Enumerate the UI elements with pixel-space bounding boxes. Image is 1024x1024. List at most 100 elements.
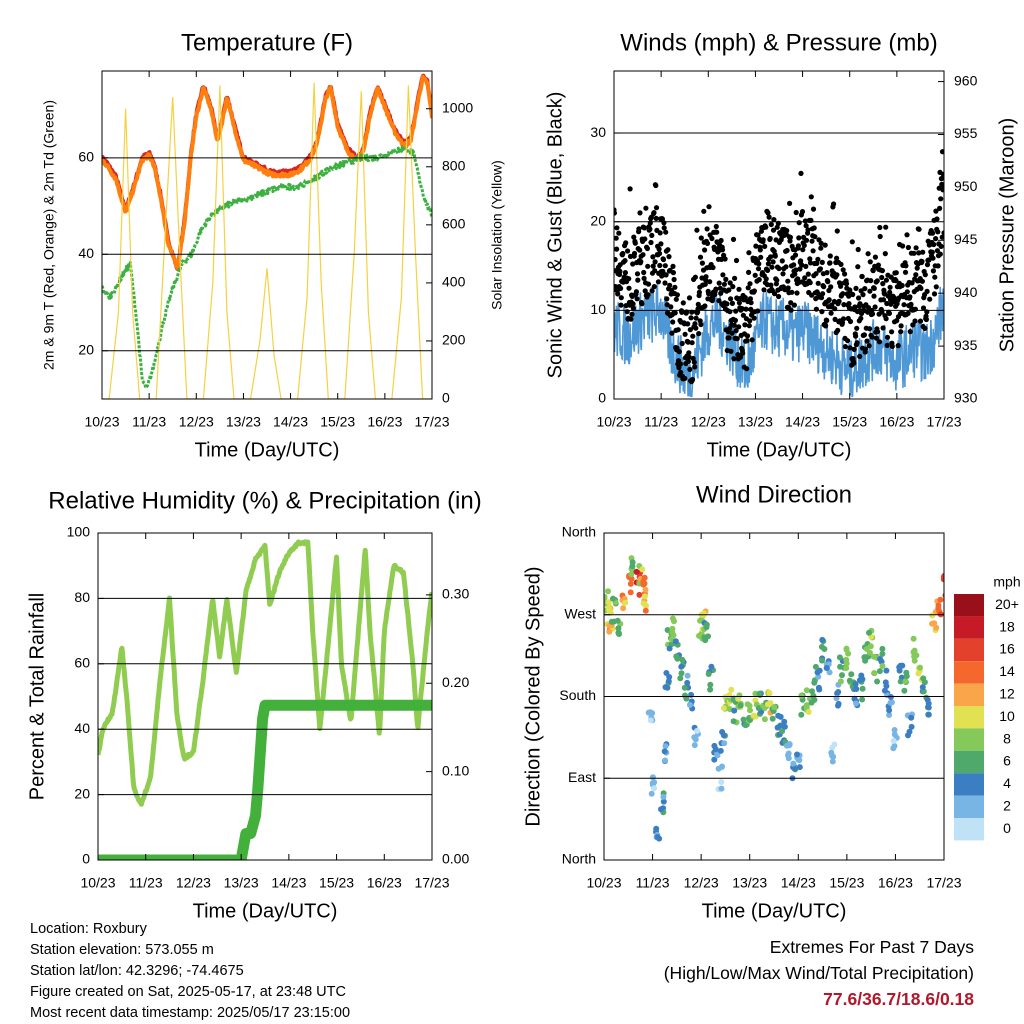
direction-point bbox=[818, 643, 825, 650]
gust-point bbox=[802, 275, 808, 281]
y-tick-label: East bbox=[568, 769, 596, 785]
gust-point bbox=[617, 268, 623, 274]
plot-area bbox=[98, 539, 432, 860]
gust-point bbox=[733, 328, 739, 334]
direction-point bbox=[718, 785, 725, 792]
gust-point bbox=[697, 254, 704, 260]
gust-point bbox=[693, 315, 699, 321]
x-tick-label: 15/23 bbox=[832, 414, 867, 430]
direction-point bbox=[744, 701, 751, 708]
gust-point bbox=[731, 356, 737, 362]
gust-point bbox=[638, 259, 644, 265]
y-axis-label: Direction (Colored By Speed) bbox=[522, 566, 544, 826]
gust-point bbox=[898, 323, 904, 329]
gust-point bbox=[703, 274, 709, 280]
direction-point bbox=[796, 764, 803, 771]
direction-point bbox=[669, 629, 676, 636]
direction-point bbox=[775, 712, 782, 719]
direction-point bbox=[610, 595, 616, 602]
direction-point bbox=[691, 742, 698, 749]
x-tick-label: 17/23 bbox=[926, 414, 961, 430]
gust-point bbox=[658, 241, 664, 247]
y-tick-label: 0 bbox=[82, 851, 90, 867]
x-tick-label: 14/23 bbox=[781, 875, 816, 891]
gust-point bbox=[740, 350, 746, 356]
y-tick-label: 30 bbox=[590, 124, 606, 140]
gust-point bbox=[797, 266, 803, 272]
gust-point bbox=[882, 251, 888, 257]
direction-point bbox=[777, 722, 784, 729]
gust-point bbox=[841, 302, 847, 308]
y2-tick-label: 800 bbox=[442, 157, 466, 173]
gust-point bbox=[769, 264, 775, 270]
gust-point bbox=[652, 259, 658, 265]
direction-point bbox=[781, 723, 788, 730]
colorbar-label: 4 bbox=[1003, 775, 1011, 791]
gust-point bbox=[899, 282, 905, 289]
gust-point bbox=[680, 300, 686, 306]
gust-point bbox=[838, 283, 844, 289]
gust-point bbox=[842, 271, 848, 277]
direction-point bbox=[677, 675, 684, 682]
direction-point bbox=[843, 645, 850, 652]
gust-point bbox=[879, 274, 885, 281]
direction-point bbox=[786, 741, 793, 748]
gust-point bbox=[937, 251, 943, 257]
colorbar-swatch bbox=[954, 818, 984, 841]
colorbar-label: 20+ bbox=[995, 596, 1019, 612]
direction-point bbox=[908, 723, 915, 730]
direction-point bbox=[812, 663, 819, 670]
extremes-values: 77.6/36.7/18.6/0.18 bbox=[823, 989, 974, 1009]
extremes-subtitle: (High/Low/Max Wind/Total Precipitation) bbox=[663, 963, 974, 983]
direction-point bbox=[721, 740, 728, 747]
direction-point bbox=[816, 686, 823, 693]
created-text: Figure created on Sat, 2025-05-17, at 23… bbox=[30, 984, 346, 1000]
gust-point bbox=[796, 235, 802, 241]
gust-point bbox=[912, 318, 918, 324]
direction-point bbox=[906, 728, 913, 735]
gust-point bbox=[864, 338, 870, 344]
gust-point bbox=[800, 247, 806, 253]
gust-point bbox=[639, 301, 645, 307]
gust-point bbox=[900, 243, 906, 249]
direction-point bbox=[715, 765, 722, 772]
gust-point bbox=[734, 336, 740, 342]
gust-point bbox=[633, 289, 640, 295]
direction-point bbox=[883, 683, 890, 689]
gust-point bbox=[751, 315, 757, 321]
direction-point bbox=[642, 586, 649, 593]
direction-point bbox=[798, 692, 805, 699]
y2-tick-label: 935 bbox=[954, 337, 978, 353]
y2-tick-label: 930 bbox=[954, 390, 978, 406]
gust-point bbox=[678, 369, 684, 375]
direction-point bbox=[921, 679, 928, 686]
gust-point bbox=[818, 295, 825, 301]
gust-point bbox=[642, 288, 648, 294]
direction-point bbox=[816, 667, 823, 674]
direction-point bbox=[636, 591, 643, 598]
gust-point bbox=[853, 333, 859, 339]
gust-point bbox=[731, 322, 737, 328]
gust-point bbox=[641, 269, 647, 276]
direction-point bbox=[910, 635, 917, 642]
direction-point bbox=[660, 793, 667, 800]
gust-point bbox=[874, 278, 880, 284]
gust-point bbox=[677, 361, 684, 367]
gust-point bbox=[748, 300, 754, 306]
gust-point bbox=[889, 329, 895, 335]
direction-point bbox=[798, 711, 805, 718]
gust-point bbox=[784, 228, 790, 234]
direction-point bbox=[879, 663, 886, 669]
gust-point bbox=[762, 243, 768, 249]
y2-tick-label: 0.20 bbox=[442, 674, 469, 690]
gust-point bbox=[652, 268, 658, 274]
gust-point bbox=[884, 342, 890, 348]
gust-point bbox=[866, 343, 872, 349]
direction-point bbox=[795, 756, 802, 763]
gust-point bbox=[870, 268, 876, 274]
x-tick-label: 13/23 bbox=[732, 875, 767, 891]
gust-point bbox=[798, 170, 804, 176]
gust-point bbox=[933, 284, 939, 290]
gust-point bbox=[733, 308, 739, 314]
gust-point bbox=[669, 330, 675, 336]
